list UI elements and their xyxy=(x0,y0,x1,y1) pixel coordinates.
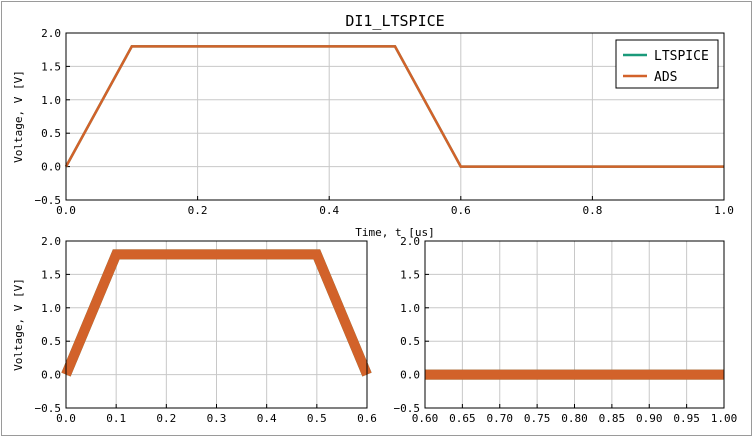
bottom-left-xtick-label: 0.6 xyxy=(357,412,377,425)
bottom-right-ytick-label: 2.0 xyxy=(400,235,420,248)
top-ytick-label: 0.0 xyxy=(41,161,61,174)
top-xtick-label: 0.2 xyxy=(188,204,208,217)
bottom-right-xtick-label: 0.60 xyxy=(412,412,439,425)
top-xtick-label: 0.8 xyxy=(582,204,602,217)
bottom-right-ytick-label: 1.0 xyxy=(400,302,420,315)
bottom-right-xtick-label: 0.85 xyxy=(599,412,626,425)
bottom-right-ytick-label: −0.5 xyxy=(394,402,421,415)
bottom-left-ytick-label: 1.5 xyxy=(41,268,61,281)
top-ytick-label: 0.5 xyxy=(41,127,61,140)
top-series-ads-line xyxy=(64,45,724,168)
bottom-right-xtick-label: 0.95 xyxy=(673,412,700,425)
top-y-axis-label: Voltage, V [V] xyxy=(12,70,25,163)
top-xtick-label: 0.4 xyxy=(319,204,339,217)
bottom-left-xtick-label: 0.1 xyxy=(106,412,126,425)
bottom-left-ytick-label: −0.5 xyxy=(35,402,62,415)
bottom-left-ytick-label: 2.0 xyxy=(41,235,61,248)
bottom-left-xtick-label: 0.4 xyxy=(257,412,277,425)
top-ytick-label: 1.0 xyxy=(41,94,61,107)
bottom-right-xtick-label: 0.70 xyxy=(487,412,514,425)
bottom-right-xtick-label: 0.90 xyxy=(636,412,663,425)
bottom-left-xtick-label: 0.0 xyxy=(56,412,76,425)
top-legend-box xyxy=(615,39,719,89)
top-plot-frame xyxy=(65,32,725,201)
top-ytick-label: 1.5 xyxy=(41,60,61,73)
bottom-right-xtick-label: 1.00 xyxy=(711,412,738,425)
bottom-right-ytick-label: 0.5 xyxy=(400,335,420,348)
bottom-left-ytick-label: 1.0 xyxy=(41,302,61,315)
top-legend-label-ltspice: LTSPICE xyxy=(654,49,709,64)
top-xtick-label: 0.0 xyxy=(56,204,76,217)
bottom-left-xtick-label: 0.2 xyxy=(156,412,176,425)
bottom-left-y-axis-label: Voltage, V [V] xyxy=(12,278,25,371)
bottom-left-series-ads-line xyxy=(61,249,372,377)
top-legend-label-ads: ADS xyxy=(654,70,677,85)
bottom-left-xtick-label: 0.5 xyxy=(307,412,327,425)
bottom-right-xtick-label: 0.75 xyxy=(524,412,551,425)
bottom-right-ytick-label: 1.5 xyxy=(400,268,420,281)
top-xtick-label: 1.0 xyxy=(714,204,734,217)
top-ytick-label: 2.0 xyxy=(41,27,61,40)
bottom-right-xtick-label: 0.65 xyxy=(449,412,476,425)
top-ytick-label: −0.5 xyxy=(35,194,62,207)
bottom-left-xtick-label: 0.3 xyxy=(207,412,227,425)
bottom-left-ytick-label: 0.5 xyxy=(41,335,61,348)
bottom-right-ytick-label: 0.0 xyxy=(400,369,420,382)
bottom-right-xtick-label: 0.80 xyxy=(561,412,588,425)
bottom-right-plot-frame xyxy=(424,240,725,409)
top-xtick-label: 0.6 xyxy=(451,204,471,217)
top-chart-title: DI1_LTSPICE xyxy=(345,12,444,30)
bottom-left-ytick-label: 0.0 xyxy=(41,369,61,382)
bottom-left-plot-frame xyxy=(65,240,368,409)
top-x-axis-label: Time, t [us] xyxy=(355,226,434,239)
